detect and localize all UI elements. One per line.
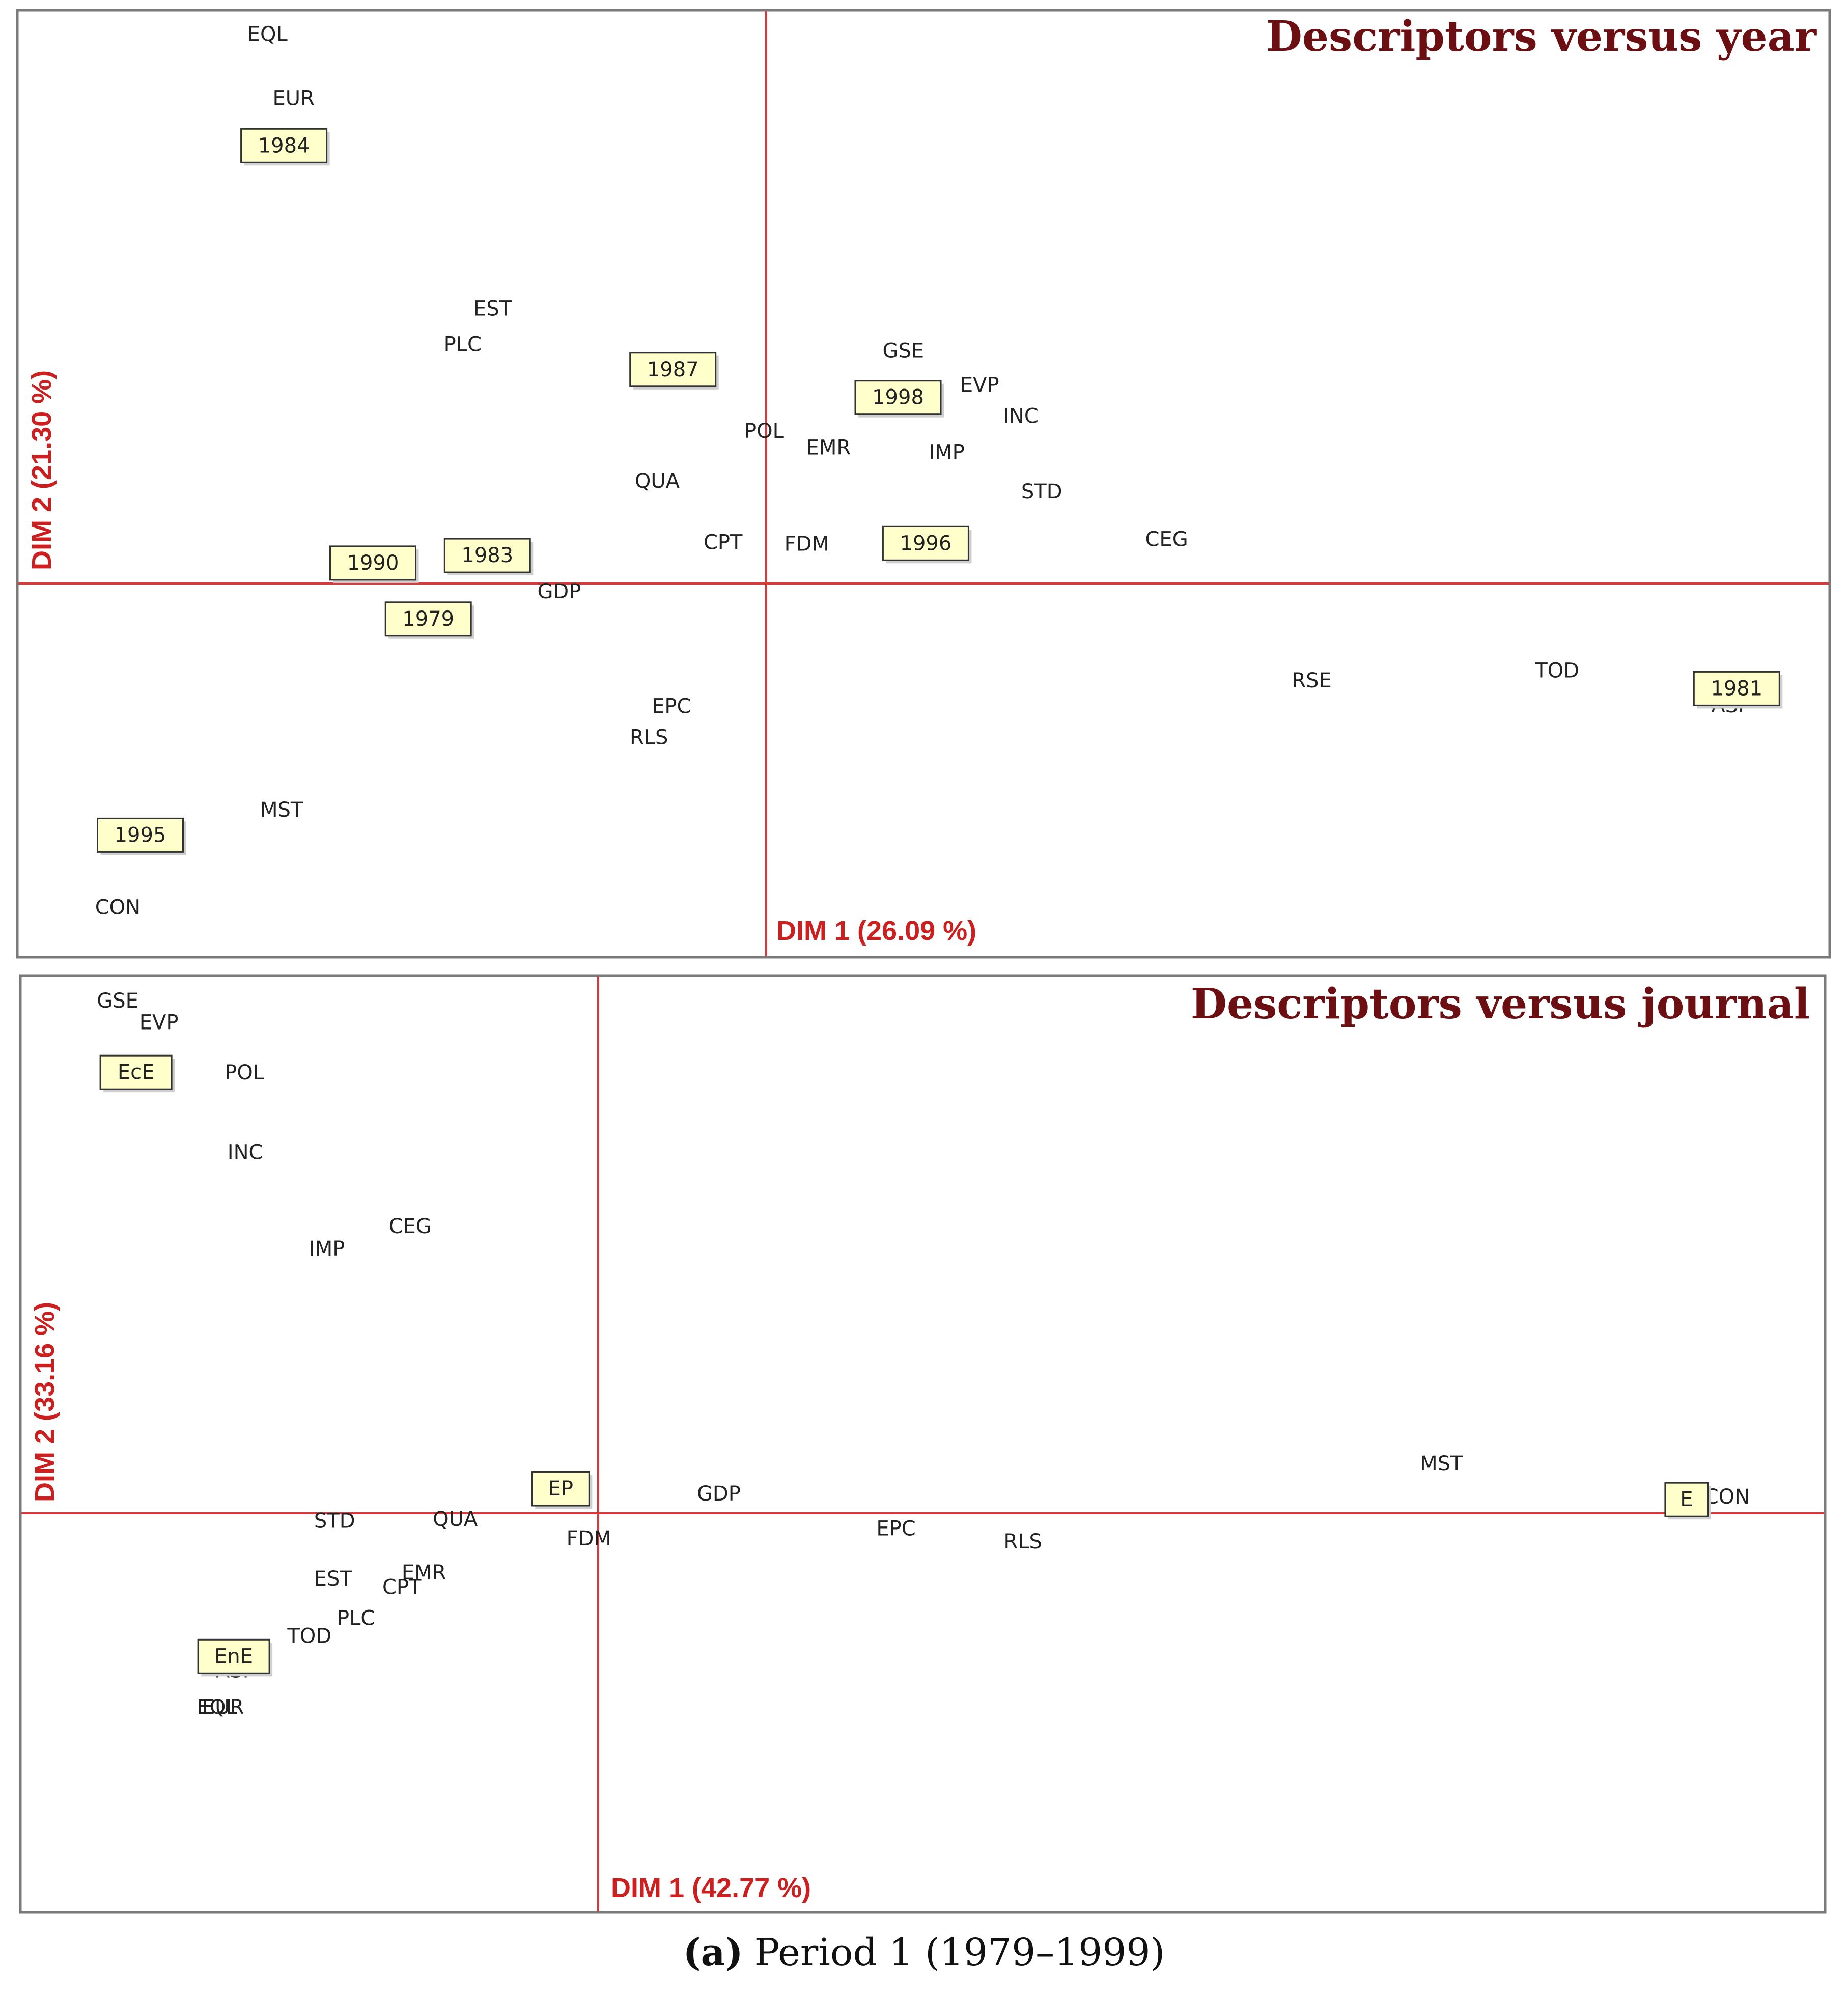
label-box <box>443 538 531 573</box>
supplementary-label: 1998 <box>872 386 924 409</box>
label-box <box>531 1471 590 1507</box>
descriptor-point-pol: POL <box>225 1061 265 1085</box>
caption-part-label: (a) <box>683 1931 743 1975</box>
descriptor-point-con: CON <box>95 896 141 920</box>
descriptor-point-eur: EUR <box>273 87 315 110</box>
descriptor-point-qua: QUA <box>433 1508 478 1531</box>
supplementary-label: 1996 <box>900 532 952 555</box>
label-box <box>97 817 184 853</box>
descriptor-point-plc: PLC <box>337 1606 375 1630</box>
label-box <box>99 1054 173 1090</box>
label-box <box>854 380 942 415</box>
supplementary-label: E <box>1680 1488 1693 1511</box>
descriptor-point-fdm: FDM <box>567 1527 611 1550</box>
descriptor-point-rls: RLS <box>1003 1530 1042 1553</box>
supplementary-label: 1987 <box>647 358 699 381</box>
label-box <box>1664 1482 1709 1517</box>
supplementary-point-1983: 1983 <box>443 538 534 576</box>
supplementary-label: 1983 <box>461 544 513 567</box>
supplementary-point-1990: 1990 <box>329 545 419 583</box>
descriptor-point-qua: QUA <box>635 469 680 493</box>
supplementary-label: 1990 <box>347 551 399 575</box>
supplementary-point-1995: 1995 <box>97 817 186 855</box>
label-box <box>197 1638 270 1674</box>
descriptor-point-gdp: GDP <box>697 1482 741 1506</box>
descriptor-point-con: CON <box>1704 1485 1750 1509</box>
supplementary-point-ene: EnE <box>197 1638 273 1677</box>
descriptor-point-eur: EUR <box>202 1696 244 1719</box>
descriptor-point-std: STD <box>1021 480 1062 504</box>
label-box <box>882 525 969 561</box>
supplementary-point-1996: 1996 <box>882 525 972 564</box>
descriptor-point-cpt: CPT <box>382 1576 422 1599</box>
descriptor-point-tod: TOD <box>287 1624 331 1648</box>
supplementary-label: EnE <box>214 1645 253 1668</box>
panel-frame <box>19 974 1827 1914</box>
descriptor-point-eql: EQL <box>247 23 288 46</box>
supplementary-label: 1995 <box>115 823 166 847</box>
descriptor-point-pol: POL <box>744 420 785 443</box>
descriptor-point-mst: MST <box>260 798 303 822</box>
descriptor-point-imp: IMP <box>929 441 964 464</box>
supplementary-label: 1984 <box>258 134 310 157</box>
descriptor-point-est: EST <box>314 1567 353 1591</box>
label-box <box>629 352 717 387</box>
descriptor-point-rls: RLS <box>630 726 668 749</box>
supplementary-label: EcE <box>118 1061 155 1084</box>
descriptor-point-plc: PLC <box>444 332 482 356</box>
descriptor-point-emr: EMR <box>806 436 851 460</box>
descriptor-point-eql: EQL <box>197 1696 238 1719</box>
descriptor-point-tod: TOD <box>1534 659 1579 683</box>
label-box <box>240 128 328 163</box>
y-axis-label: DIM 2 (21.30 %) <box>26 370 57 570</box>
x-axis-label: DIM 1 (42.77 %) <box>611 1873 811 1903</box>
label-box <box>329 545 416 581</box>
descriptor-point-epc: EPC <box>652 695 691 718</box>
descriptor-point-gdp: GDP <box>537 580 581 603</box>
supplementary-point-ece: EcE <box>99 1054 175 1093</box>
descriptor-point-std: STD <box>314 1509 355 1533</box>
descriptor-point-cpt: CPT <box>704 531 743 554</box>
caption-text: Period 1 (1979–1999) <box>754 1931 1165 1975</box>
descriptor-point-inc: INC <box>228 1141 263 1164</box>
supplementary-point-1987: 1987 <box>629 352 719 390</box>
panel-frame <box>16 9 1831 959</box>
descriptor-point-epc: EPC <box>876 1517 915 1540</box>
supplementary-point-1981: 1981 <box>1693 671 1783 709</box>
descriptor-point-ceg: CEG <box>389 1215 432 1238</box>
supplementary-label: EP <box>548 1477 573 1501</box>
supplementary-point-ep: EP <box>531 1471 593 1509</box>
descriptor-point-evp: EVP <box>139 1011 179 1035</box>
figure-caption: (a) Period 1 (1979–1999) <box>683 1931 1165 1975</box>
supplementary-label: 1979 <box>402 607 454 631</box>
descriptor-point-mst: MST <box>1420 1452 1463 1476</box>
descriptor-point-fdm: FDM <box>785 532 829 555</box>
supplementary-point-1984: 1984 <box>240 128 330 166</box>
label-box <box>384 601 472 637</box>
y-axis-label: DIM 2 (33.16 %) <box>30 1302 60 1502</box>
supplementary-point-1998: 1998 <box>854 380 944 418</box>
descriptor-point-emr: EMR <box>402 1561 446 1585</box>
supplementary-point-e: E <box>1664 1482 1711 1520</box>
descriptor-point-inc: INC <box>1003 404 1039 428</box>
descriptor-point-imp: IMP <box>309 1237 345 1261</box>
descriptor-point-rse: RSE <box>1292 669 1331 692</box>
descriptor-point-est: EST <box>473 297 512 321</box>
descriptor-point-ceg: CEG <box>1145 527 1188 551</box>
label-box <box>1693 671 1780 706</box>
supplementary-label: 1981 <box>1711 677 1762 700</box>
descriptor-point-gse: GSE <box>882 340 924 363</box>
supplementary-point-1979: 1979 <box>384 601 474 639</box>
descriptor-point-gse: GSE <box>97 989 138 1013</box>
chart-title: Descriptors versus journal <box>1191 980 1810 1029</box>
chart-title: Descriptors versus year <box>1266 12 1817 61</box>
x-axis-label: DIM 1 (26.09 %) <box>776 915 976 946</box>
descriptor-point-evp: EVP <box>960 374 999 397</box>
